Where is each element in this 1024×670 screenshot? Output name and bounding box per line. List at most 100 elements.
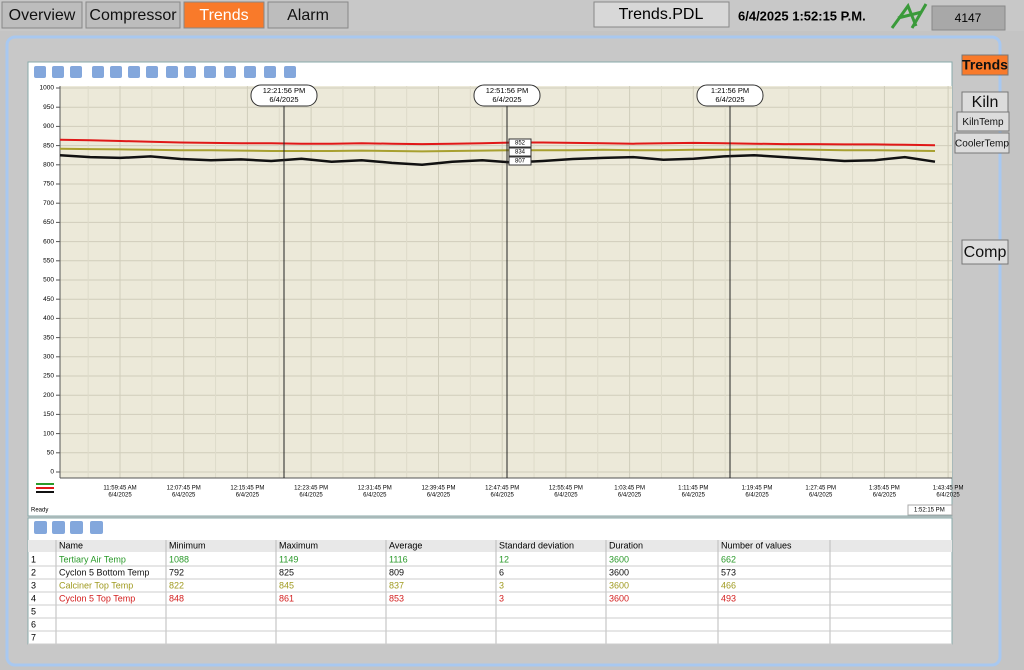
side-button-label[interactable]: CoolerTemp: [955, 139, 1009, 150]
side-button[interactable]: [956, 111, 1010, 132]
x-tick-date: 6/4/2025: [172, 493, 196, 499]
x-tick-time: 12:31:45 PM: [358, 486, 392, 492]
trend-line: [59, 147, 936, 153]
x-tick-time: 1:19:45 PM: [742, 486, 773, 492]
side-button-label[interactable]: Comp: [964, 244, 1007, 261]
row-number: 5: [31, 606, 36, 616]
y-tick-label: 750: [43, 181, 54, 188]
x-tick-date: 6/4/2025: [873, 493, 897, 499]
cursor-value: 834: [515, 150, 526, 156]
row-number: 6: [31, 619, 36, 629]
y-tick-label: 900: [43, 123, 54, 130]
side-button[interactable]: [961, 54, 1009, 76]
ruler-date: 6/4/2025: [269, 95, 298, 104]
nav-tab-label[interactable]: Overview: [9, 7, 76, 24]
y-tick-label: 700: [43, 200, 54, 207]
trend-line: [59, 138, 936, 147]
nav-tab[interactable]: [1, 1, 83, 29]
cursor-value-box: [508, 156, 532, 166]
table-cell: 573: [721, 567, 736, 577]
column-header: Minimum: [169, 540, 206, 550]
toolbar-icon[interactable]: [166, 66, 178, 78]
page-name: Trends.PDL: [619, 6, 704, 23]
x-tick-date: 6/4/2025: [554, 493, 578, 499]
row-number: 1: [31, 554, 36, 564]
table-cell: 12: [499, 554, 509, 564]
table-cell: 662: [721, 554, 736, 564]
table-cell: 1149: [279, 554, 298, 564]
x-tick-time: 1:35:45 PM: [869, 486, 900, 492]
logo-mark: [890, 2, 928, 29]
ruler-time: 12:51:56 PM: [486, 86, 529, 95]
logo: [890, 2, 928, 29]
column-header: Maximum: [279, 540, 318, 550]
x-tick-date: 6/4/2025: [682, 493, 706, 499]
table-cell: 3: [499, 580, 504, 590]
trend-line: [59, 153, 936, 167]
datetime: 6/4/2025 1:52:15 P.M.: [738, 8, 866, 23]
table-toolbar-icon[interactable]: [34, 521, 47, 534]
nav-tab-label[interactable]: Trends: [199, 7, 248, 24]
y-tick-label: 850: [43, 142, 54, 149]
toolbar-icon[interactable]: [204, 66, 216, 78]
toolbar-icon[interactable]: [284, 66, 296, 78]
table-cell: 848: [169, 593, 184, 603]
x-tick-date: 6/4/2025: [363, 493, 387, 499]
y-tick-label: 600: [43, 238, 54, 245]
nav-tab[interactable]: [183, 1, 265, 29]
status-time: 1:52:15 PM: [914, 508, 945, 514]
side-button[interactable]: [954, 132, 1010, 154]
row-number: 7: [31, 632, 36, 642]
nav-tab-label[interactable]: Compressor: [89, 7, 177, 24]
table-cell: 861: [279, 593, 294, 603]
nav-tab[interactable]: [85, 1, 181, 29]
x-tick-date: 6/4/2025: [108, 493, 132, 499]
x-tick-date: 6/4/2025: [236, 493, 260, 499]
side-button-label[interactable]: KilnTemp: [962, 117, 1004, 128]
toolbar-icon[interactable]: [70, 66, 82, 78]
side-button-label[interactable]: Kiln: [972, 94, 999, 111]
toolbar-icon[interactable]: [224, 66, 236, 78]
table-toolbar-icon[interactable]: [70, 521, 83, 534]
side-button[interactable]: [961, 239, 1009, 265]
toolbar-icon[interactable]: [52, 66, 64, 78]
table-cell: 845: [279, 580, 294, 590]
y-tick-label: 200: [43, 392, 54, 399]
nav-tab[interactable]: [267, 1, 349, 29]
toolbar-icon[interactable]: [264, 66, 276, 78]
table-header: [28, 540, 952, 552]
y-tick-label: 350: [43, 334, 54, 341]
toolbar-icon[interactable]: [92, 66, 104, 78]
status: Ready: [31, 508, 48, 514]
y-tick-label: 300: [43, 354, 54, 361]
column-header: Duration: [609, 540, 643, 550]
table-toolbar-icon[interactable]: [90, 521, 103, 534]
toolbar-icon[interactable]: [184, 66, 196, 78]
x-tick-time: 1:43:45 PM: [933, 486, 964, 492]
x-tick-date: 6/4/2025: [491, 493, 515, 499]
nav-tab-label[interactable]: Alarm: [287, 7, 329, 24]
table-toolbar-icon[interactable]: [52, 521, 65, 534]
table-cell: 809: [389, 567, 404, 577]
x-tick-time: 1:11:45 PM: [678, 486, 708, 492]
table-cell: 1116: [389, 554, 408, 564]
y-tick-label: 1000: [40, 85, 55, 92]
y-tick-label: 400: [43, 315, 54, 322]
x-tick-date: 6/4/2025: [427, 493, 451, 499]
table-window: [27, 517, 953, 645]
x-tick-time: 1:03:45 PM: [614, 486, 645, 492]
toolbar-icon[interactable]: [34, 66, 46, 78]
toolbar-icon[interactable]: [244, 66, 256, 78]
toolbar-icon[interactable]: [110, 66, 122, 78]
ruler-time: 12:21:56 PM: [263, 86, 306, 95]
toolbar-icon[interactable]: [146, 66, 158, 78]
ruler-date: 6/4/2025: [492, 95, 521, 104]
table-cell: Tertiary Air Temp: [59, 554, 126, 564]
side-button-label[interactable]: Trends: [962, 57, 1008, 73]
x-tick-time: 12:07:45 PM: [167, 486, 201, 492]
x-tick-time: 11:59:45 AM: [103, 486, 136, 492]
row-number: 3: [31, 580, 36, 590]
toolbar-icon[interactable]: [128, 66, 140, 78]
x-tick-time: 1:27:45 PM: [805, 486, 836, 492]
x-tick-date: 6/4/2025: [936, 493, 960, 499]
